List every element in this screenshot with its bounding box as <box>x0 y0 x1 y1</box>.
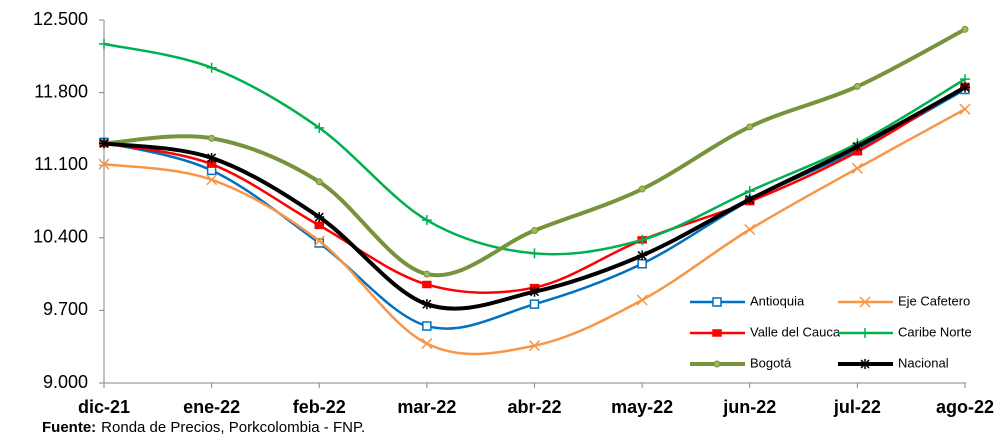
legend-label: Nacional <box>898 355 949 370</box>
marker <box>860 328 870 338</box>
marker <box>314 221 324 230</box>
x-tick-label: feb-22 <box>293 397 346 417</box>
y-tick-label: 11.800 <box>34 81 88 101</box>
x-tick-label: ago-22 <box>936 397 994 417</box>
y-tick-label: 9.000 <box>43 372 88 392</box>
marker <box>744 194 755 205</box>
marker <box>423 270 431 278</box>
series-line <box>103 42 966 256</box>
marker <box>859 296 871 308</box>
marker <box>315 178 323 186</box>
marker <box>529 286 540 297</box>
x-tick-label: mar-22 <box>397 397 456 417</box>
y-tick-label: 10.400 <box>33 227 88 247</box>
marker <box>851 162 863 174</box>
marker <box>528 340 541 352</box>
marker <box>713 360 721 368</box>
marker <box>206 160 217 168</box>
marker <box>421 338 433 350</box>
marker <box>959 103 971 115</box>
marker <box>206 152 217 163</box>
marker <box>637 250 648 261</box>
marker <box>529 299 540 309</box>
marker <box>960 82 970 93</box>
marker <box>422 280 432 289</box>
series-line <box>103 85 966 311</box>
legend-label: Valle del Cauca <box>750 324 841 339</box>
marker <box>314 122 325 133</box>
source-text: Ronda de Precios, Porkcolombia - FNP. <box>101 419 365 436</box>
marker <box>98 158 110 170</box>
marker <box>99 138 109 149</box>
legend-label: Caribe Norte <box>898 324 972 339</box>
x-tick-label: jun-22 <box>722 397 776 417</box>
marker <box>422 321 432 331</box>
y-tick-label: 9.700 <box>43 299 88 319</box>
marker <box>712 329 722 337</box>
x-tick-label: ene-22 <box>183 397 240 417</box>
marker <box>421 299 432 310</box>
marker <box>206 62 217 73</box>
marker <box>314 212 325 223</box>
source-label: Fuente: <box>42 419 96 436</box>
marker <box>637 234 648 245</box>
y-tick-label: 11.100 <box>34 154 88 174</box>
marker <box>712 297 722 307</box>
marker <box>313 235 325 247</box>
x-tick-label: jul-22 <box>833 397 881 417</box>
marker <box>853 82 861 90</box>
legend-label: Antioquia <box>750 293 805 308</box>
marker <box>860 359 870 369</box>
legend-label: Eje Cafetero <box>898 293 970 308</box>
marker <box>529 248 540 259</box>
marker <box>208 134 216 142</box>
marker <box>636 294 648 306</box>
marker <box>746 123 754 131</box>
y-tick-label: 12.500 <box>33 9 88 29</box>
marker <box>637 258 647 269</box>
marker <box>744 223 756 236</box>
marker <box>206 174 218 186</box>
x-tick-label: abr-22 <box>507 397 561 417</box>
marker <box>961 25 969 33</box>
marker <box>99 38 109 49</box>
source: Fuente: Ronda de Precios, Porkcolombia - … <box>42 419 365 436</box>
x-tick-label: may-22 <box>611 397 673 417</box>
marker <box>421 215 432 226</box>
x-tick-label: dic-21 <box>78 397 130 417</box>
series-line <box>103 27 966 278</box>
legend-label: Bogotá <box>750 355 792 370</box>
marker <box>531 227 539 234</box>
marker <box>852 141 863 152</box>
marker <box>638 185 646 193</box>
